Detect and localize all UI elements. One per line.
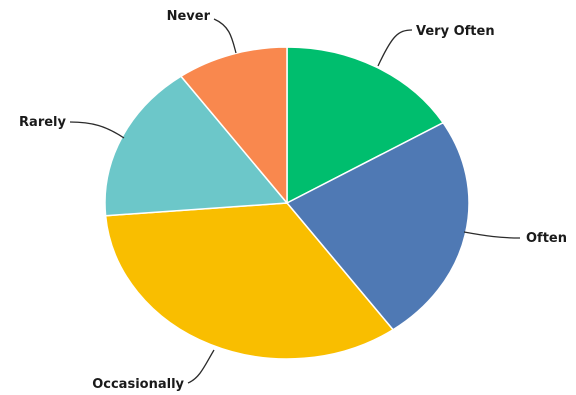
slice-label-occasionally: Occasionally (92, 377, 184, 392)
slice-label-never: Never (167, 9, 211, 24)
leader-line-very-often (377, 29, 413, 67)
leader-line-often (463, 231, 521, 239)
pie-slice-occasionally (104, 202, 394, 360)
pie-slice-rarely (104, 75, 288, 217)
slice-label-rarely: Rarely (19, 115, 66, 130)
pie-slices (104, 46, 470, 360)
leader-line-rarely (69, 121, 125, 139)
pie-slice-never (180, 46, 288, 204)
pie-slice-very-often (286, 46, 444, 204)
leader-line-occasionally (187, 349, 215, 384)
slice-label-very-often: Very Often (416, 24, 495, 39)
pie-slice-often (286, 122, 470, 331)
pie-labels: Very Often Often Occasionally Rarely Never (19, 9, 567, 392)
leader-line-never (213, 18, 237, 54)
slice-label-often: Often (526, 231, 567, 246)
